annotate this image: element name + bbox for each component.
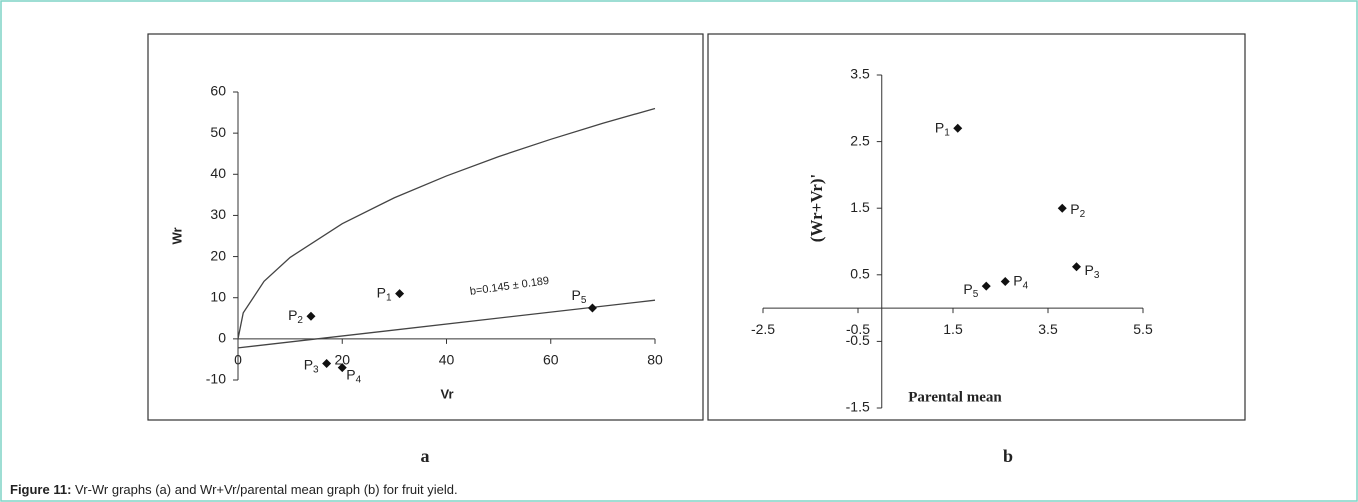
x-tick-label: 5.5 [1133, 321, 1153, 337]
y-axis-title: (Wr+Vr)' [807, 174, 826, 243]
caption: Figure 11: Vr-Wr graphs (a) and Wr+Vr/pa… [10, 482, 458, 497]
x-tick-label: 80 [647, 352, 663, 368]
point [1057, 203, 1067, 213]
y-tick-label: 10 [210, 288, 226, 304]
point [587, 303, 597, 313]
x-tick-label: -0.5 [846, 321, 870, 337]
panel-label: b [1003, 446, 1013, 466]
caption-label: Figure 11: [10, 482, 71, 497]
point-label: P5 [572, 287, 587, 306]
x-axis-title: Parental mean [908, 389, 1002, 405]
fit-line [237, 299, 656, 349]
y-tick-label: 40 [210, 165, 226, 181]
point [1072, 262, 1081, 272]
point [322, 359, 332, 369]
point [395, 289, 405, 299]
point-label: P4 [346, 366, 361, 385]
point [1000, 276, 1010, 286]
point [306, 311, 316, 321]
x-tick-label: 40 [439, 352, 455, 368]
x-tick-label: 3.5 [1038, 321, 1058, 337]
y-tick-label: 1.5 [850, 199, 870, 215]
panel-label: a [421, 446, 430, 466]
point [337, 363, 347, 373]
x-tick-label: 60 [543, 352, 559, 368]
y-tick-label: 3.5 [850, 66, 870, 82]
y-tick-label: -0.5 [846, 332, 870, 348]
point-label: P5 [963, 281, 978, 300]
point-label: P2 [288, 307, 303, 326]
annotation: b=0.145 ± 0.189 [469, 275, 550, 298]
y-tick-label: 0.5 [850, 266, 870, 282]
x-tick-label: -2.5 [751, 321, 775, 337]
x-axis-title: Vr [440, 386, 453, 401]
point-label: P3 [304, 356, 319, 375]
y-tick-label: 50 [210, 124, 226, 140]
y-tick-label: 60 [210, 83, 226, 99]
caption-text: Vr-Wr graphs (a) and Wr+Vr/parental mean… [75, 482, 458, 497]
y-tick-label: 30 [210, 206, 226, 222]
y-tick-label: -10 [206, 371, 226, 387]
y-tick-label: -1.5 [846, 399, 870, 415]
x-tick-label: 1.5 [943, 321, 963, 337]
point-label: P4 [1013, 272, 1028, 291]
x-tick-label: 20 [334, 352, 350, 368]
point [981, 281, 991, 291]
x-tick-label: 0 [234, 352, 242, 368]
y-axis-title: Wr [169, 227, 184, 244]
point-label: P2 [1070, 201, 1085, 220]
panel-frame [707, 33, 1246, 421]
y-tick-label: 20 [210, 247, 226, 263]
y-tick-label: 2.5 [850, 132, 870, 148]
point-label: P1 [377, 284, 392, 303]
point-label: P1 [935, 119, 950, 138]
point [953, 123, 963, 133]
fit-line [237, 107, 656, 339]
y-tick-label: 0 [218, 330, 226, 346]
point-label: P3 [1085, 262, 1100, 281]
panel-frame [147, 33, 704, 421]
